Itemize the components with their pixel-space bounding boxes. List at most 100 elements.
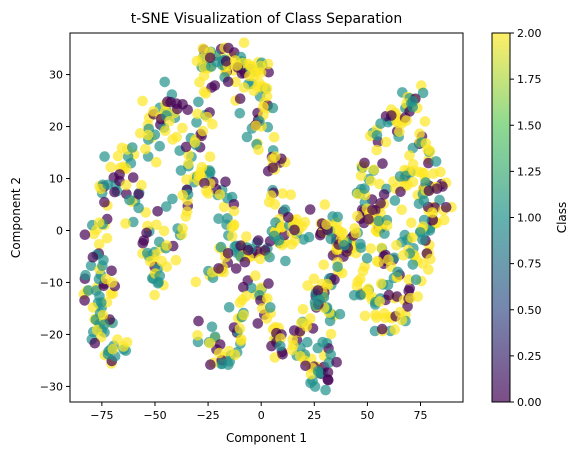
scatter-point — [193, 96, 204, 108]
colorbar-tick-label: 0.50 — [517, 304, 542, 317]
scatter-point — [241, 231, 252, 242]
scatter-point — [365, 243, 377, 254]
scatter-point — [277, 188, 288, 199]
scatter-point — [177, 223, 188, 234]
scatter-point — [112, 334, 123, 345]
scatter-point — [398, 250, 409, 261]
scatter-point — [145, 256, 156, 267]
scatter-point — [263, 66, 275, 78]
scatter-point — [87, 251, 99, 263]
scatter-point — [428, 168, 439, 179]
scatter-point — [231, 60, 243, 71]
scatter-point — [79, 295, 90, 306]
scatter-point — [302, 280, 313, 291]
y-tick-label: 0 — [56, 224, 63, 237]
scatter-point — [223, 42, 234, 54]
colorbar-ticks: 0.00 0.25 0.50 0.75 1.00 1.25 1.50 1.75 2.00 — [510, 27, 542, 409]
scatter-point — [127, 172, 139, 183]
colorbar-tick-label: 1.00 — [517, 212, 542, 225]
scatter-point — [394, 306, 406, 318]
y-tick-label: −20 — [40, 328, 63, 341]
scatter-point — [322, 367, 334, 378]
scatter-point — [204, 52, 216, 64]
scatter-point — [440, 202, 452, 213]
scatter-point — [238, 82, 250, 93]
colorbar-tick-label: 0.25 — [517, 350, 542, 363]
scatter-point — [370, 309, 381, 321]
scatter-points — [78, 37, 457, 396]
scatter-point — [222, 76, 234, 88]
scatter-point — [378, 189, 390, 200]
scatter-point — [365, 175, 377, 187]
scatter-point — [228, 205, 240, 217]
scatter-point — [206, 321, 218, 333]
scatter-point — [98, 319, 110, 331]
scatter-point — [275, 333, 286, 344]
scatter-point — [234, 297, 246, 309]
x-tick-label: −25 — [196, 409, 219, 422]
scatter-point — [414, 128, 425, 139]
scatter-point — [234, 323, 246, 335]
scatter-point — [394, 126, 405, 137]
scatter-point — [337, 227, 349, 239]
scatter-point — [273, 235, 285, 246]
scatter-point — [380, 136, 392, 148]
scatter-point — [193, 315, 204, 327]
scatter-point — [120, 218, 131, 229]
scatter-point — [248, 85, 260, 97]
scatter-point — [402, 301, 413, 312]
scatter-point — [234, 93, 246, 104]
scatter-point — [203, 188, 214, 199]
y-tick-label: −10 — [40, 276, 63, 289]
scatter-point — [332, 211, 344, 223]
scatter-point — [204, 337, 216, 349]
scatter-point — [301, 321, 313, 332]
scatter-point — [209, 80, 221, 91]
scatter-point — [285, 189, 297, 200]
scatter-point — [201, 111, 213, 123]
scatter-point — [314, 229, 326, 241]
scatter-point — [363, 214, 374, 225]
scatter-point — [304, 204, 316, 215]
scatter-point — [253, 144, 264, 156]
scatter-point — [265, 302, 276, 313]
scatter-point — [318, 259, 330, 271]
scatter-point — [314, 294, 325, 306]
scatter-point — [331, 356, 343, 368]
scatter-point — [238, 37, 250, 48]
scatter-point — [391, 239, 402, 251]
scatter-point — [283, 212, 294, 223]
scatter-point — [359, 310, 371, 322]
scatter-point — [325, 233, 337, 245]
scatter-point — [106, 277, 118, 288]
scatter-point — [289, 235, 300, 247]
scatter-point — [267, 162, 279, 174]
scatter-point — [222, 248, 234, 259]
scatter-point — [355, 242, 367, 253]
scatter-point — [236, 334, 247, 345]
scatter-point — [280, 255, 291, 267]
scatter-point — [158, 225, 170, 237]
scatter-point — [359, 261, 371, 272]
scatter-point — [352, 210, 363, 222]
scatter-point — [177, 122, 188, 134]
chart-title: t-SNE Visualization of Class Separation — [131, 11, 402, 27]
scatter-point — [308, 273, 320, 285]
scatter-point — [304, 313, 316, 324]
scatter-point — [376, 323, 388, 335]
scatter-point — [192, 108, 203, 120]
scatter-point — [359, 157, 370, 169]
scatter-point — [371, 130, 383, 141]
scatter-point — [263, 278, 274, 289]
scatter-point — [223, 345, 235, 357]
x-axis-label: Component 1 — [226, 431, 307, 445]
scatter-point — [321, 219, 332, 230]
scatter-point — [407, 259, 419, 270]
scatter-point — [137, 95, 148, 107]
scatter-point — [338, 240, 350, 251]
scatter-point — [79, 229, 91, 240]
scatter-point — [161, 240, 172, 251]
colorbar-tick-label: 2.00 — [517, 27, 542, 40]
scatter-point — [85, 260, 97, 272]
scatter-point — [226, 231, 238, 242]
